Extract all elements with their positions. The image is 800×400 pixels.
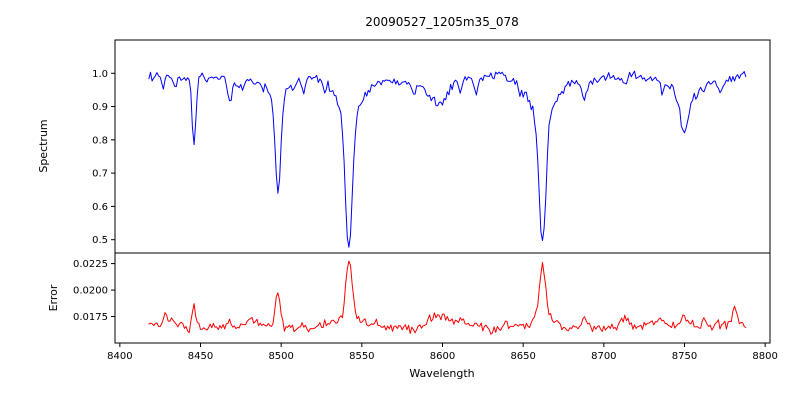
spectrum-line: [148, 70, 747, 248]
plot-title: 20090527_1205m35_078: [365, 15, 518, 29]
error-y-tick-label: 0.0225: [73, 259, 108, 270]
x-tick-label: 8550: [349, 351, 374, 362]
plot-content: 0.5 0.6 0.7 0.8 0.9 1.0 0.0175 0.0200 0.0225 8400…: [73, 39, 778, 362]
error-y-tick-label: 0.0200: [73, 286, 108, 297]
spectrum-y-tick-label: 1.0: [92, 69, 108, 80]
x-tick-label: 8400: [107, 351, 132, 362]
x-tick-label: 8700: [591, 351, 616, 362]
spectrum-y-axis-label: Spectrum: [37, 119, 50, 172]
x-tick-label: 8450: [188, 351, 213, 362]
error-y-tick-label: 0.0175: [73, 312, 108, 323]
spectrum-y-tick-label: 0.7: [92, 169, 108, 180]
spectrum-y-tick-label: 0.5: [92, 235, 108, 246]
spectrum-axes-frame: [114, 39, 771, 254]
x-tick-label: 8750: [672, 351, 697, 362]
x-tick-label: 8650: [510, 351, 535, 362]
error-axes-frame: [114, 252, 771, 344]
spectrum-y-tick-label: 0.6: [92, 202, 108, 213]
error-y-axis-label: Error: [47, 284, 60, 311]
spectrum-y-tick-label: 0.8: [92, 135, 108, 146]
x-axis-label: Wavelength: [409, 367, 474, 380]
x-tick-label: 8500: [268, 351, 293, 362]
x-tick-label: 8800: [752, 351, 777, 362]
x-tick-label: 8600: [430, 351, 455, 362]
error-line: [148, 260, 747, 335]
spectrum-y-tick-label: 0.9: [92, 102, 108, 113]
